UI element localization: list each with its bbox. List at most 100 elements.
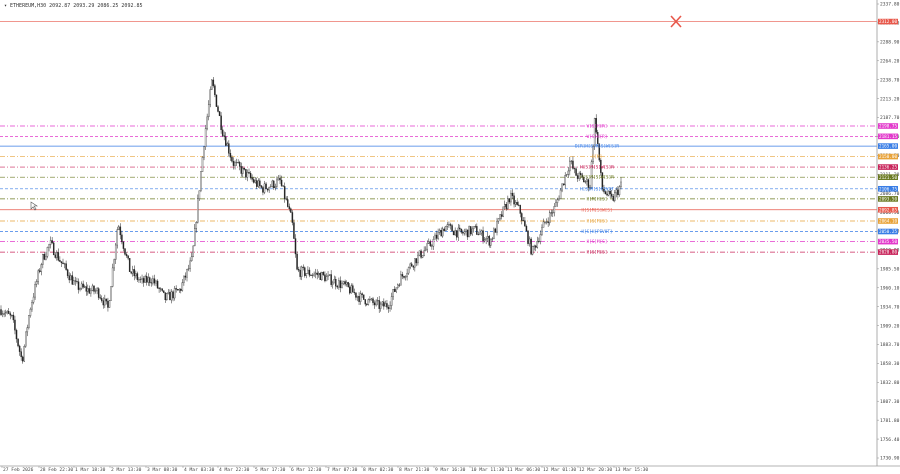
candle [257,178,260,189]
collapse-icon[interactable]: ▾ [4,3,10,9]
candle [232,157,235,170]
candle [615,187,618,198]
candle [380,301,382,312]
candle [66,268,69,279]
level-price-tag-text: 2165.00 [879,144,898,150]
candle [108,299,111,308]
candle [590,159,593,189]
candle [300,265,303,281]
candle [339,276,342,293]
ohlc-values: 2092.87 2093.29 2086.25 2092.85 [49,3,142,9]
candle [572,156,574,170]
candle [556,197,559,207]
level-label: H[S]M[S]W[S]R [580,175,614,181]
candle [562,183,565,186]
candle [1,310,4,318]
candle [569,156,571,176]
candle [527,229,529,246]
candle [68,272,70,284]
candle [12,311,15,323]
candle [195,221,198,233]
candle [366,303,368,307]
candle [423,246,425,257]
candle [259,178,261,189]
candle [127,255,129,261]
candle [59,256,61,263]
candle [99,294,101,300]
candle [147,273,149,286]
candle [618,185,621,197]
candle [54,252,56,259]
candle [265,182,267,190]
candle [614,189,616,203]
candle [398,283,401,288]
time-tick-label: 11 Mar 06:30 [507,467,540,473]
time-axis[interactable]: 27 Feb 2026 28 Feb 22:30 1 Mar 18:30 2 Mar … [1,466,648,473]
candle [176,288,179,291]
level-price-tag [878,133,898,140]
candle [229,149,232,161]
candle [282,185,284,187]
candle [266,188,269,193]
candle [299,266,301,280]
candle [9,311,12,320]
candle [246,169,249,182]
candle [97,287,100,300]
candle [322,271,325,276]
candle [221,126,224,138]
candle [513,192,515,208]
candle [349,283,351,295]
candle [350,283,353,294]
candle [359,290,362,305]
candle [164,292,167,303]
candle [490,238,492,249]
candle [375,299,377,307]
candle [476,223,478,235]
candle [161,288,163,292]
candle [353,288,356,295]
candle [294,234,297,258]
time-tick-label: 2 Mar 13:30 [111,467,142,473]
candle [181,279,184,292]
candle [429,239,432,247]
time-tick-label: 3 Mar 08:30 [147,467,178,473]
candle [364,299,366,307]
level-price-tag-text: 2198.75 [879,124,898,130]
candle [479,228,481,235]
candle [493,227,495,240]
candle [307,266,309,274]
candle [35,279,38,288]
candle [60,261,63,268]
candle [45,251,47,261]
candle [107,297,109,312]
candle [102,297,105,309]
candle [204,124,207,150]
level-label: W[S]H[R] [587,134,608,140]
candle [583,176,585,183]
candle [262,186,264,196]
candle [144,274,146,283]
candle [567,166,570,179]
candle [113,258,115,271]
candle [411,262,413,267]
candle [111,263,114,288]
candle [452,230,455,236]
candle [466,229,469,240]
candle [335,276,337,290]
candle [443,226,446,232]
candle [344,279,346,287]
candle [34,281,36,300]
candle [48,243,50,252]
candle [114,242,117,264]
candle [407,266,410,276]
candle [424,246,427,252]
candle [242,165,244,178]
price-tick-label: 2238.70 [880,77,900,83]
candle [8,308,10,314]
candle [150,278,153,287]
candle [169,289,171,301]
candle [486,231,489,243]
close-chart-icon[interactable] [670,15,682,28]
candle [418,250,421,257]
